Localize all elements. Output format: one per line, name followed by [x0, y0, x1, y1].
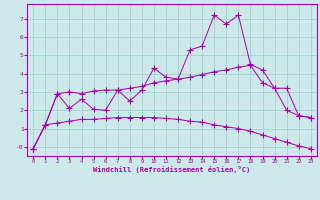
- X-axis label: Windchill (Refroidissement éolien,°C): Windchill (Refroidissement éolien,°C): [93, 166, 251, 173]
